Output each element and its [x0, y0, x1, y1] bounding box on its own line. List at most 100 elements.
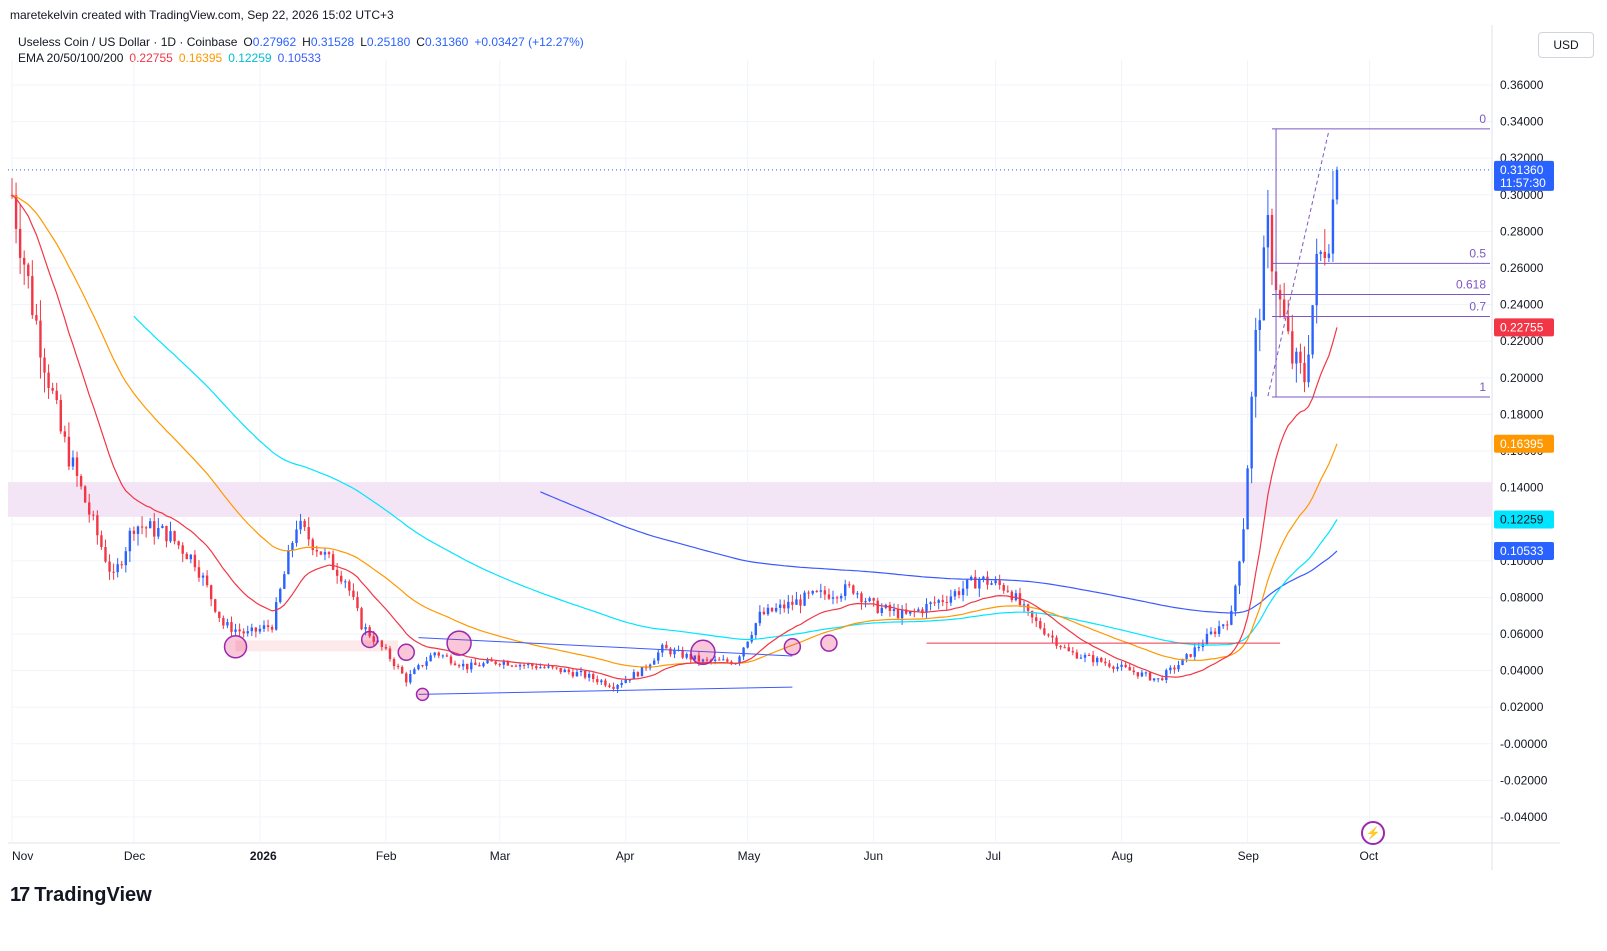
support-zone — [235, 640, 399, 652]
candle-body — [1148, 672, 1152, 681]
highlight-circle[interactable] — [415, 687, 430, 702]
candle-body — [51, 388, 54, 391]
candle-body — [904, 609, 908, 614]
candle-body — [1193, 647, 1196, 657]
candle-body — [1213, 631, 1217, 634]
highlight-circle[interactable] — [820, 634, 838, 652]
highlight-circle[interactable] — [446, 630, 472, 656]
candle-body — [494, 661, 497, 665]
candle-body — [811, 591, 814, 594]
candle-body — [193, 554, 197, 568]
candle-body — [230, 622, 233, 632]
highlight-circle[interactable] — [783, 638, 802, 656]
candle-body — [1205, 633, 1209, 645]
candle-body — [612, 686, 615, 689]
x-tick-label: Jul — [986, 849, 1001, 863]
candle-body — [441, 655, 445, 657]
candle-body — [429, 655, 432, 662]
candle-body — [372, 636, 375, 642]
candle-body — [1104, 661, 1107, 664]
candle-body — [1067, 647, 1070, 652]
tradingview-brand: 17 TradingView — [10, 884, 152, 907]
candle-body — [563, 669, 566, 673]
candle-body — [319, 551, 323, 555]
candle-body — [104, 547, 107, 562]
candle-body — [823, 590, 827, 595]
price-label-text: 0.12259 — [1500, 512, 1544, 526]
candle-body — [596, 679, 599, 683]
candle-body — [283, 574, 286, 589]
candle-body — [1282, 299, 1286, 317]
lightning-icon[interactable]: ⚡ — [1361, 821, 1385, 845]
candle-body — [754, 623, 757, 636]
candle-body — [929, 602, 932, 604]
candle-body — [953, 591, 957, 597]
candle-body — [161, 525, 164, 528]
candle-body — [214, 599, 217, 612]
candle-body — [466, 663, 469, 670]
candle-body — [689, 653, 692, 660]
candle-body — [941, 600, 944, 602]
candle-body — [1234, 585, 1237, 612]
x-tick-label: Mar — [490, 849, 511, 863]
candle-body — [592, 674, 595, 680]
y-tick-label: 0.30000 — [1500, 188, 1544, 202]
highlight-circle[interactable] — [360, 630, 379, 649]
candle-body — [250, 627, 254, 632]
candle-body — [153, 521, 156, 537]
highlight-circle[interactable] — [397, 643, 415, 662]
fib-level-label: 0.5 — [1469, 246, 1486, 260]
candle-body — [900, 609, 904, 619]
candle-body — [165, 525, 168, 542]
candle-body — [461, 663, 465, 667]
candle-body — [815, 591, 818, 593]
candle-body — [124, 551, 128, 566]
candle-body — [652, 660, 656, 665]
candle-body — [392, 659, 396, 667]
ema100-line — [133, 315, 1338, 646]
currency-button[interactable]: USD — [1538, 32, 1594, 58]
candle-body — [506, 661, 510, 666]
candle-body — [1177, 665, 1180, 670]
candle-body — [657, 652, 660, 661]
ema-label[interactable]: EMA 20/50/100/200 — [18, 51, 124, 65]
candle-body — [982, 576, 985, 580]
candle-body — [1331, 199, 1335, 254]
candle-body — [722, 659, 725, 661]
candle-body — [474, 662, 477, 666]
candle-body — [1169, 667, 1172, 671]
symbol-title[interactable]: Useless Coin / US Dollar · 1D · Coinbase — [18, 35, 238, 49]
candle-body — [226, 622, 229, 626]
fib-level-label: 0 — [1479, 112, 1486, 126]
candle-body — [986, 576, 989, 585]
highlight-circle[interactable] — [690, 639, 716, 666]
candle-body — [1071, 651, 1075, 653]
candle-body — [96, 515, 99, 536]
candle-body — [181, 545, 184, 554]
highlight-circle[interactable] — [223, 635, 248, 659]
candle-body — [128, 530, 132, 552]
open-value: 0.27962 — [252, 35, 297, 49]
candle-body — [120, 564, 123, 566]
candle-body — [945, 601, 949, 603]
candle-body — [1209, 631, 1213, 634]
candle-body — [803, 592, 806, 606]
trendline-lower[interactable] — [418, 686, 793, 695]
candle-body — [778, 604, 782, 608]
candle-body — [1295, 351, 1298, 364]
low-value: 0.25180 — [366, 35, 411, 49]
candle-body — [685, 653, 688, 658]
candle-body — [1161, 678, 1164, 681]
ema200-value: 0.10533 — [277, 51, 321, 65]
candle-body — [157, 527, 160, 537]
trendline-upper[interactable] — [418, 637, 793, 657]
candle-body — [856, 593, 859, 595]
candle-body — [640, 666, 644, 677]
candle-body — [787, 601, 790, 609]
candle-body — [35, 315, 38, 321]
candle-body — [1087, 655, 1091, 657]
ema100-value: 0.12259 — [228, 51, 272, 65]
candle-body — [526, 664, 530, 666]
candle-body — [169, 531, 172, 542]
